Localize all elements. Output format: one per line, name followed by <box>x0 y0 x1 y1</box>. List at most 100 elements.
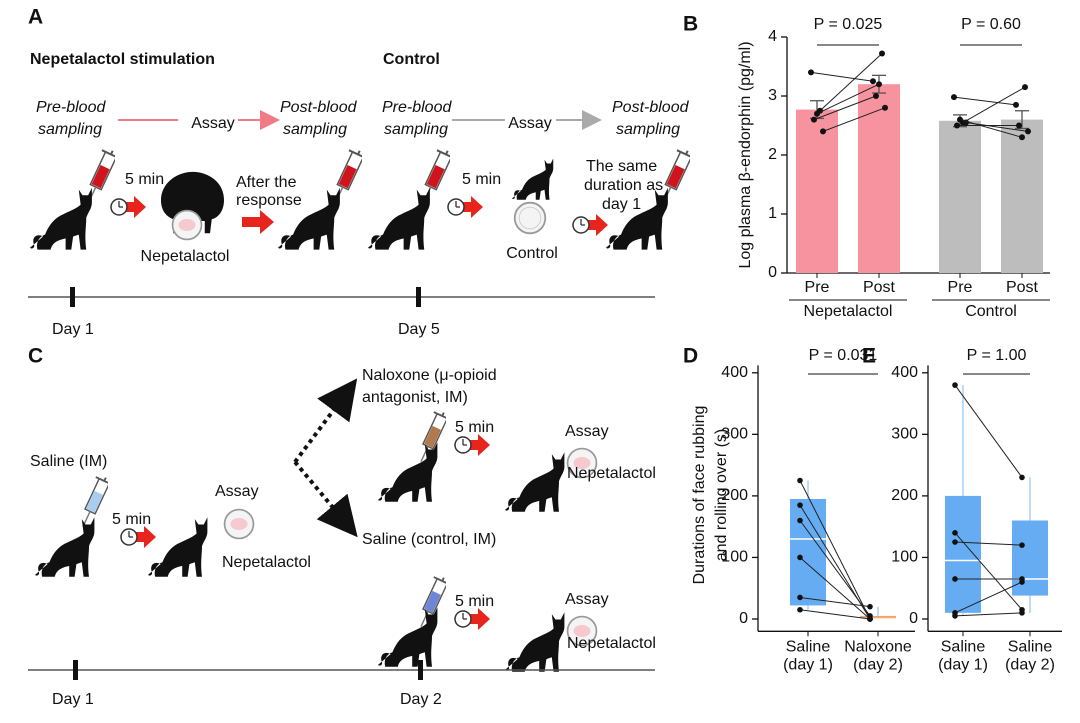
group-label: Control <box>965 303 1017 320</box>
label: duration as <box>584 177 663 194</box>
x-tick-label: Saline (day 2) <box>1005 639 1055 674</box>
arrow <box>242 210 274 234</box>
arrow <box>293 378 358 464</box>
timeline-tick <box>73 660 78 680</box>
label: sampling <box>283 121 347 138</box>
cat <box>505 612 565 672</box>
clock <box>572 213 609 237</box>
point <box>882 104 888 111</box>
label: Nepetalactol <box>567 465 656 482</box>
y-tick-label: 0 <box>739 610 748 627</box>
x-tick-label: Pre <box>948 279 973 296</box>
label: sampling <box>616 121 680 138</box>
label: 5 min <box>455 593 494 610</box>
box <box>860 615 896 619</box>
bar <box>1001 119 1043 273</box>
label: Pre-blood <box>36 99 106 116</box>
point <box>1019 579 1025 585</box>
x-tick-label: Pre <box>805 279 830 296</box>
panel-c: Saline (IM) 5 min Assay Nepetalactol Nal… <box>28 367 656 708</box>
p-value: P = 0.031 <box>809 347 878 364</box>
y-tick-label: 100 <box>891 549 918 566</box>
label: 5 min <box>455 419 494 436</box>
y-tick-label: 3 <box>768 87 777 104</box>
point <box>808 69 814 76</box>
pair-line <box>799 557 871 620</box>
point <box>1019 610 1025 616</box>
x-tick-label-line: (day 2) <box>1005 657 1055 674</box>
cat <box>148 517 208 577</box>
point <box>873 93 879 99</box>
pair-line <box>799 596 871 608</box>
heading: Nepetalactol stimulation <box>30 51 215 68</box>
label: sampling <box>384 121 448 138</box>
label: Assay <box>565 423 609 440</box>
label: The same <box>586 158 657 175</box>
point <box>1019 134 1025 141</box>
panel-label: D <box>683 345 698 368</box>
cat <box>368 187 430 250</box>
label: 5 min <box>462 171 501 188</box>
label: Assay <box>191 115 235 132</box>
x-tick-label: Naloxone (day 2) <box>844 639 912 674</box>
pair-line <box>953 96 1017 106</box>
y-tick-label: 200 <box>721 487 748 504</box>
y-tick-label: 1 <box>768 205 777 222</box>
point <box>867 603 873 610</box>
label: Assay <box>565 591 609 608</box>
cat <box>378 442 438 502</box>
label: 5 min <box>125 171 164 188</box>
x-tick-label-line: Saline <box>786 639 831 656</box>
cat <box>30 187 92 250</box>
timeline-tick <box>418 660 423 680</box>
x-tick-label: Post <box>1006 279 1039 296</box>
label: sampling <box>38 121 102 138</box>
point <box>954 122 960 129</box>
point <box>1019 542 1025 548</box>
label: Saline (control, IM) <box>362 531 496 548</box>
dish <box>171 209 203 241</box>
pair-line <box>799 520 871 617</box>
pair-line <box>816 83 880 115</box>
y-axis-label: and rolling over (s) <box>713 429 730 562</box>
pair-line <box>819 53 883 112</box>
cat <box>512 158 554 200</box>
label: Nepetalactol <box>222 554 311 571</box>
heading: Control <box>383 51 440 68</box>
x-tick-label: Post <box>863 279 896 296</box>
pair-line <box>813 95 877 121</box>
timeline-tick <box>416 287 421 307</box>
label: Nepetalactol <box>567 635 656 652</box>
bar <box>796 109 838 273</box>
cat <box>505 452 565 512</box>
cat <box>378 607 438 667</box>
point <box>797 606 803 613</box>
label: 5 min <box>112 511 151 528</box>
clock <box>447 195 484 219</box>
y-tick-label: 300 <box>721 426 748 443</box>
y-tick-label: 400 <box>891 364 918 381</box>
point <box>814 110 820 117</box>
x-tick-label-line: (day 2) <box>853 657 903 674</box>
point <box>797 554 803 561</box>
label: day 1 <box>602 196 641 213</box>
clock <box>454 607 491 631</box>
label: response <box>236 192 302 209</box>
point <box>797 477 803 484</box>
label: Post-blood <box>612 99 690 116</box>
point <box>952 382 958 388</box>
label: Control <box>506 245 558 262</box>
box <box>1012 520 1048 596</box>
panel-label: E <box>862 345 876 368</box>
x-tick-label-line: Saline <box>941 639 986 656</box>
y-tick-label: 100 <box>721 549 748 566</box>
x-tick-label-line: (day 1) <box>783 657 833 674</box>
point <box>1016 122 1022 129</box>
pair-line <box>954 541 1023 546</box>
pair-line <box>810 71 874 82</box>
y-tick-label: 0 <box>909 610 918 627</box>
point <box>867 616 873 622</box>
x-tick-label-line: (day 1) <box>938 657 988 674</box>
timeline-tick <box>70 287 75 307</box>
panel-label: A <box>28 6 43 29</box>
